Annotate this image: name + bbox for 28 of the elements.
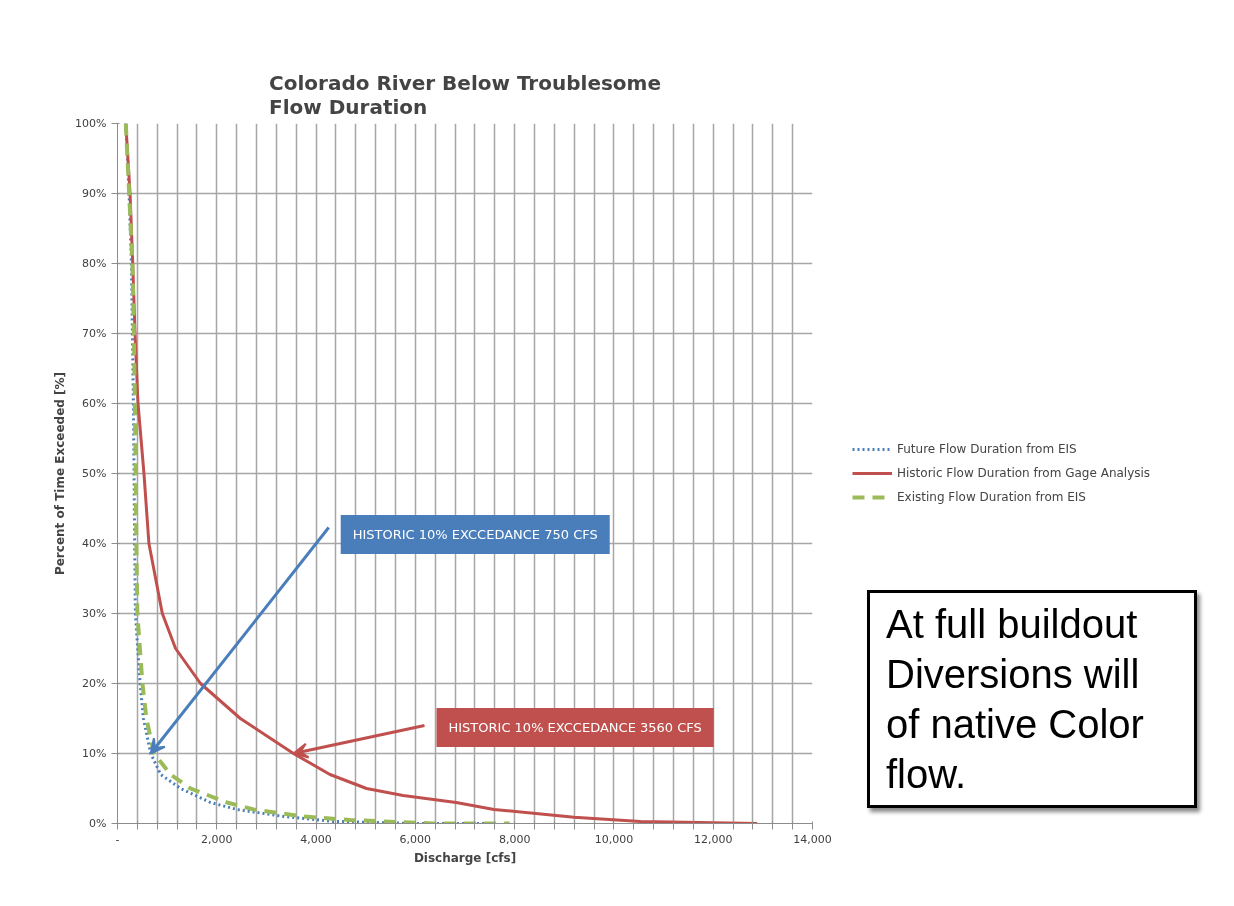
x-tick-label: - bbox=[115, 832, 120, 846]
y-tick-label: 90% bbox=[82, 187, 107, 200]
annotation: HISTORIC 10% EXCCEDANCE 750 CFS bbox=[352, 527, 598, 542]
y-tick-label: 100% bbox=[75, 117, 107, 130]
annotation: HISTORIC 10% EXCCEDANCE 3560 CFS bbox=[448, 720, 702, 735]
x-tick-label: 2,000 bbox=[201, 832, 233, 846]
y-tick-label: 30% bbox=[82, 607, 107, 620]
x-tick-label: 14,000 bbox=[793, 832, 832, 846]
legend-label: Existing Flow Duration from EIS bbox=[897, 490, 1086, 504]
x-tick-label: 4,000 bbox=[300, 832, 332, 846]
x-axis-title: Discharge [cfs] bbox=[413, 850, 517, 865]
legend-label: Historic Flow Duration from Gage Analysis bbox=[897, 466, 1151, 480]
x-tick-label: 12,000 bbox=[693, 832, 733, 846]
x-tick-label: 10,000 bbox=[594, 832, 634, 846]
y-tick-label: 70% bbox=[82, 327, 107, 340]
x-tick-label: 6,000 bbox=[399, 832, 432, 846]
y-tick-label: 40% bbox=[82, 537, 107, 550]
y-tick-label: 80% bbox=[82, 257, 107, 270]
y-tick-label: 0% bbox=[89, 817, 107, 830]
chart-title: Colorado River Below Troublesome Flow Duration bbox=[269, 70, 661, 119]
y-tick-label: 20% bbox=[82, 677, 107, 690]
y-axis-title: Percent of Time Exceeded [%] bbox=[53, 371, 68, 576]
y-tick-label: 50% bbox=[82, 467, 107, 480]
y-tick-label: 10% bbox=[82, 747, 107, 760]
x-tick-label: 8,000 bbox=[498, 832, 531, 846]
legend-label: Future Flow Duration from EIS bbox=[897, 442, 1077, 456]
text: At full buildout Diversions will of native Color flow. bbox=[886, 601, 1144, 798]
y-tick-label: 60% bbox=[82, 397, 107, 410]
